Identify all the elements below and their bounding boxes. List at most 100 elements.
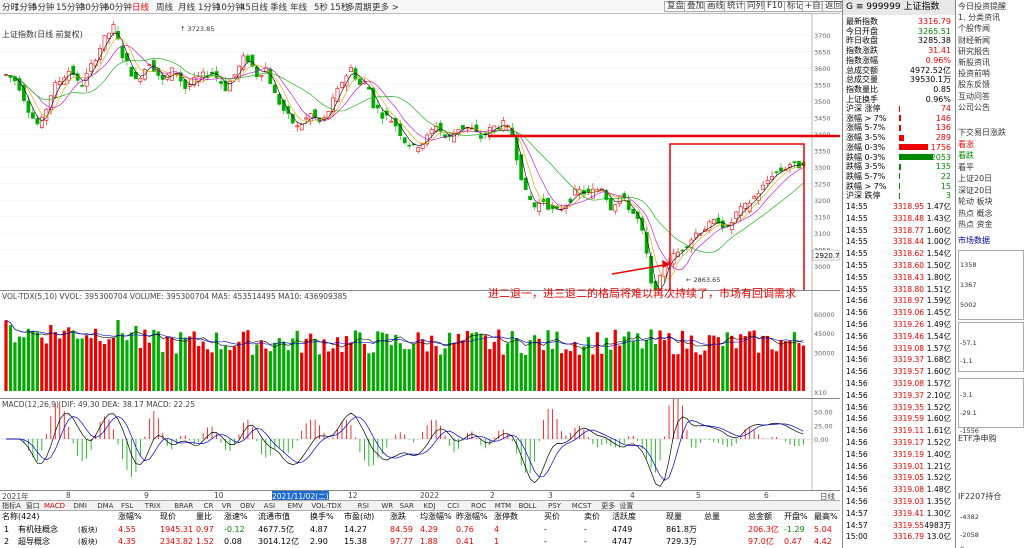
period-tab[interactable]: 日线 (132, 3, 150, 13)
column-header[interactable]: 卖价 (584, 512, 600, 521)
column-header[interactable]: 均涨幅% (420, 512, 452, 521)
column-header[interactable]: 名称(424) (2, 512, 40, 521)
column-header[interactable]: 涨停数 (494, 512, 518, 521)
indicator-tab[interactable]: MACD (44, 502, 65, 510)
if-label[interactable]: IF2207持仓 (958, 492, 1002, 501)
period-tab[interactable]: 45日线 (240, 3, 268, 13)
macd-pane[interactable]: 50.00 25.00 0.00 MACD(12,26,9) DIF: 49.30 … (0, 378, 840, 491)
indicator-tab[interactable]: BOLL (518, 502, 537, 510)
indicator-tab[interactable]: EMV (287, 502, 303, 510)
period-tab[interactable]: 月线 (178, 3, 196, 13)
period-tab[interactable]: 15分钟 (56, 3, 84, 13)
sidebar-link[interactable]: 今日投资提醒 (958, 2, 1006, 11)
indicator-tab[interactable]: 设置 (619, 502, 634, 510)
indicator-tab[interactable]: TRIX (144, 502, 161, 510)
sidebar-section[interactable]: 看平 (958, 162, 974, 172)
indicator-tab[interactable]: VR (221, 502, 232, 510)
column-header[interactable]: 涨幅% (118, 512, 142, 521)
sidebar-section[interactable]: 热点 概念 (958, 208, 993, 218)
period-tab[interactable]: 分时 (2, 3, 20, 13)
indicator-tab[interactable]: BRAR (174, 502, 194, 510)
period-tab[interactable]: 1分钟 (14, 3, 37, 13)
indicator-tab[interactable]: 窗口 (25, 502, 40, 510)
indicator-tab[interactable]: FSL (121, 502, 134, 510)
indicator-tab[interactable]: 更多 (601, 502, 616, 510)
indicator-tab[interactable]: CR (203, 502, 214, 510)
sidebar-link[interactable]: 1. 分类资讯 (958, 13, 1001, 23)
column-header[interactable]: 现价 (160, 512, 176, 521)
column-header[interactable]: 市盈(动) (344, 512, 375, 521)
etf-label[interactable]: ETF净申购 (958, 434, 997, 443)
column-header[interactable]: 开盘% (784, 512, 808, 521)
column-header[interactable]: 买价 (544, 512, 560, 521)
column-header[interactable]: 昨涨幅% (456, 512, 488, 521)
sidebar-section[interactable]: 热点 资金 (958, 220, 993, 229)
column-header[interactable]: 活跃度 (612, 512, 636, 521)
sidebar-link[interactable]: 财经新闻 (958, 35, 990, 45)
sidebar-link[interactable]: 互动问答 (958, 91, 990, 101)
quote-header[interactable]: G ≡ 999999 上证指数 (843, 0, 955, 15)
period-tab[interactable]: 30分钟 (80, 3, 108, 13)
candle (384, 107, 389, 121)
indicator-tab[interactable]: MTM (494, 502, 512, 510)
sidebar-link[interactable]: 研究报告 (958, 46, 990, 56)
period-tab[interactable]: 10分钟 (216, 3, 244, 13)
price-chart[interactable]: 3700365036003550350034503400335033003250… (0, 14, 840, 314)
column-header[interactable]: 最高% (814, 512, 838, 521)
sidebar-link[interactable]: 新股资讯 (958, 58, 990, 67)
column-header[interactable]: 涨跌 (390, 512, 406, 521)
sidebar-link[interactable]: 投资前哨 (958, 69, 990, 79)
macd-chart[interactable]: 50.00 25.00 0.00 (0, 378, 840, 491)
sidebar-section[interactable]: 看涨 (958, 139, 974, 149)
column-header[interactable]: 总量 (704, 512, 720, 521)
indicator-tab[interactable]: WR (381, 502, 394, 510)
table-row[interactable]: 2 超导概念 4.35 2343.82 1.52 0.08 3014.12亿 2.90 15.3… (0, 536, 840, 548)
indicator-tab[interactable]: SAR (399, 502, 414, 510)
period-tab[interactable]: 更多 > (372, 3, 399, 13)
volume-pane[interactable]: 60000 45000 30000 X10 VOL-TDX(5,10) VVOL: 3… (0, 290, 840, 399)
indicator-tab[interactable]: VOL-TDX (311, 502, 342, 510)
sidebar-section[interactable]: 轮动 板块 (958, 197, 993, 206)
period-tab[interactable]: 年线 (290, 3, 308, 13)
period-tab[interactable]: 5分钟 (32, 3, 55, 13)
volume-chart[interactable]: 60000 45000 30000 X10 (0, 291, 840, 399)
table-row[interactable]: 1 有机硅概念 4.55 1945.31 0.97 -0.12 4677.5亿 4.87 14.… (0, 524, 840, 536)
sidebar-link[interactable]: 公司公告 (958, 102, 990, 112)
period-tab[interactable]: 15秒 (330, 3, 350, 13)
period-tab[interactable]: 多周期 (346, 3, 372, 13)
indicator-tab[interactable]: DMI (73, 502, 87, 510)
sidebar-link[interactable]: 个股传闻 (958, 24, 990, 34)
indicator-tab[interactable]: 指标A (2, 502, 21, 510)
sidebar-section[interactable]: 看跌 (958, 151, 974, 160)
sidebar-link[interactable]: 股东反馈 (958, 80, 990, 90)
column-header[interactable]: 总金额 (748, 512, 772, 521)
period-tab[interactable]: 1分钟 (198, 3, 221, 13)
indicator-tab[interactable]: KDJ (423, 502, 436, 510)
indicator-tab[interactable]: ASI (263, 502, 276, 510)
period-tab[interactable]: 60分钟 (104, 3, 132, 13)
period-tab[interactable]: 季线 (270, 3, 288, 13)
column-header[interactable]: 换手% (310, 512, 334, 521)
price-chart-pane[interactable]: 3700365036003550350034503400335033003250… (0, 14, 840, 314)
sidebar-section[interactable]: 下交易日涨跌 (958, 128, 1006, 137)
sidebar-section[interactable]: 深证20日 (958, 185, 993, 195)
indicator-tab[interactable]: DMA (97, 502, 114, 510)
column-header[interactable]: 现量 (666, 512, 682, 521)
sidebar-section[interactable]: 上证20日 (958, 174, 993, 183)
indicator-tab[interactable]: RSI (357, 502, 369, 510)
indicator-tab[interactable]: MCST (571, 502, 592, 510)
column-header[interactable]: 流通市值 (258, 512, 290, 521)
column-header[interactable]: 涨速% (224, 512, 248, 521)
cell-vol-ratio: 1.52 (196, 537, 214, 546)
distribution-label: 沪深 跌停 (846, 191, 881, 201)
mini-chart[interactable] (958, 378, 1024, 428)
indicator-tab[interactable]: PSY (548, 502, 561, 510)
period-tab[interactable]: 周线 (156, 3, 174, 13)
toolbar-button[interactable]: F10 (764, 1, 786, 12)
indicator-tab[interactable]: OBV (240, 502, 255, 510)
period-tab[interactable]: 5秒 (314, 3, 328, 13)
column-header[interactable]: 量比 (196, 512, 212, 521)
indicator-tab[interactable]: CCI (447, 502, 460, 510)
market-data-tab[interactable]: 市场数据 (958, 236, 990, 245)
indicator-tab[interactable]: ROC (471, 502, 487, 510)
